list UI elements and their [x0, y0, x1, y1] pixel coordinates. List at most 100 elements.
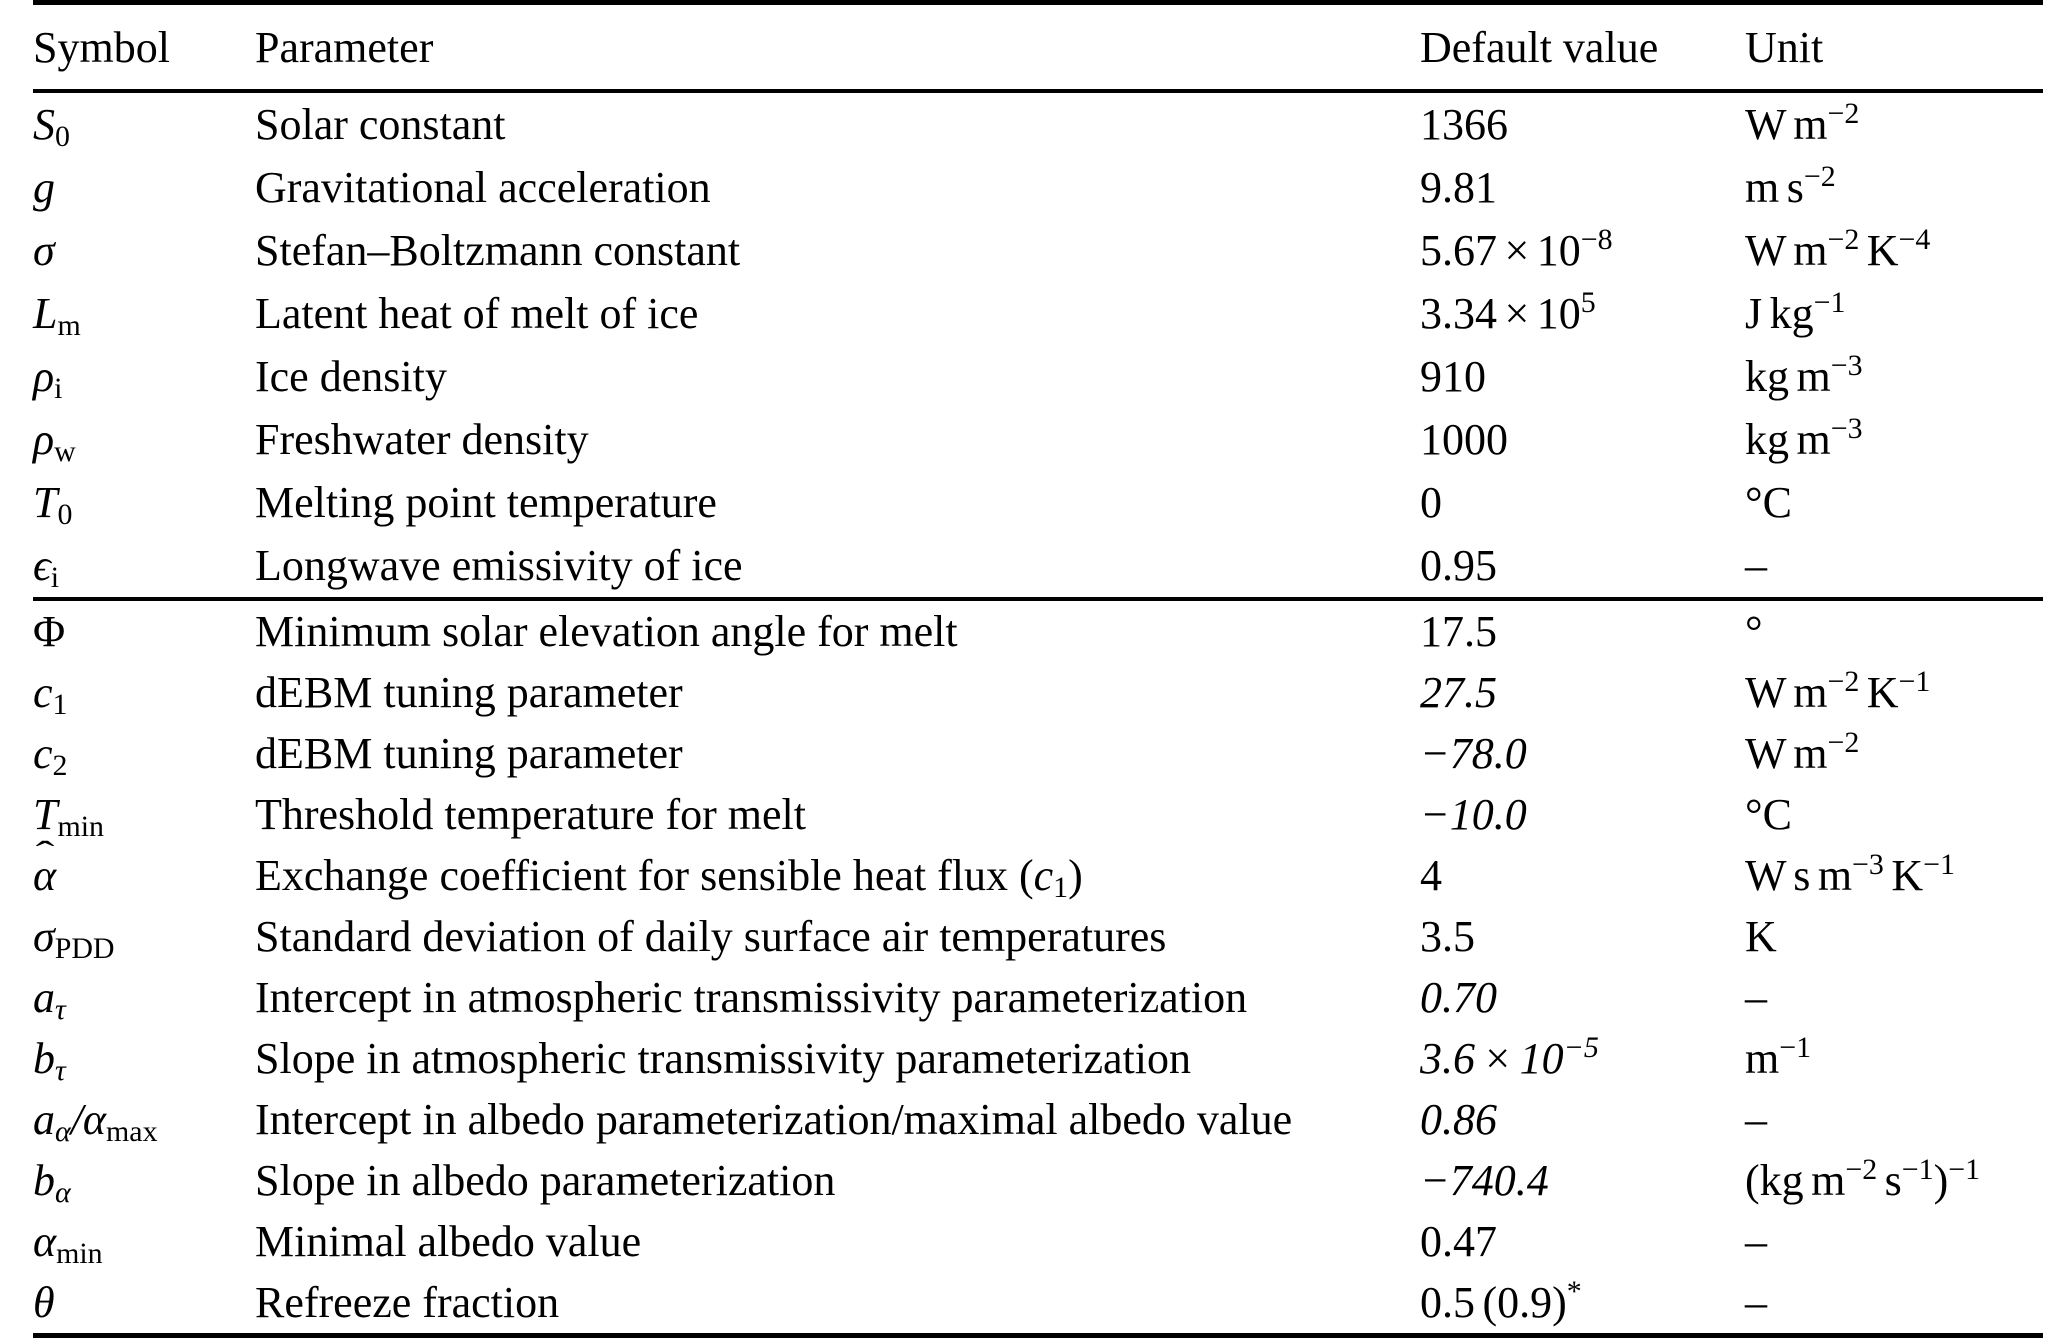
table-row: c1 dEBM tuning parameter 27.5 W m−2 K−1: [33, 662, 2043, 723]
symbol-cell: ρw: [33, 415, 76, 469]
table-row: g Gravitational acceleration 9.81 m s−2: [33, 156, 2043, 219]
default-value-cell: 3.34 × 105: [1420, 286, 1596, 338]
unit-cell: W m−2: [1745, 97, 1860, 149]
symbol-cell: σPDD: [33, 912, 115, 966]
default-value-cell: 0: [1420, 478, 1442, 527]
default-value-cell: 0.86: [1420, 1095, 1497, 1144]
table-row: T0 Melting point temperature 0 °C: [33, 471, 2043, 534]
parameter-cell: Gravitational acceleration: [255, 163, 711, 212]
unit-cell: °: [1745, 607, 1763, 656]
symbol-cell: S0: [33, 100, 70, 154]
unit-cell: K: [1745, 912, 1777, 961]
symbol-cell: c2: [33, 729, 68, 783]
default-value-cell: 1366: [1420, 100, 1508, 149]
symbol-cell: ρi: [33, 352, 63, 406]
parameter-cell: Refreeze fraction: [255, 1278, 560, 1327]
column-header-default-value: Default value: [1420, 22, 1659, 72]
symbol-cell: Φ: [33, 607, 66, 656]
parameter-cell: dEBM tuning parameter: [255, 668, 683, 717]
default-value-cell: 0.95: [1420, 541, 1497, 590]
symbol-cell: bα: [33, 1156, 71, 1210]
table-rule-header: [33, 89, 2043, 93]
default-value-cell: 0.5 (0.9)*: [1420, 1275, 1582, 1327]
default-value-cell: 0.70: [1420, 973, 1497, 1022]
table-row: θ Refreeze fraction 0.5 (0.9)* –: [33, 1272, 2043, 1333]
default-value-cell: 3.5: [1420, 912, 1475, 961]
table-row: ρw Freshwater density 1000 kg m−3: [33, 408, 2043, 471]
table-header-row: Symbol Parameter Default value Unit: [33, 5, 2043, 89]
table-row: c2 dEBM tuning parameter −78.0 W m−2: [33, 723, 2043, 784]
table-rule-top: [33, 0, 2043, 5]
default-value-cell: 9.81: [1420, 163, 1497, 212]
symbol-cell: T0: [33, 478, 73, 532]
symbol-cell: Tmin: [33, 790, 105, 844]
unit-cell: W m−2 K−4: [1745, 223, 1931, 275]
parameter-cell: Slope in atmospheric transmissivity para…: [255, 1034, 1191, 1083]
symbol-cell: Lm: [33, 289, 81, 343]
default-value-cell: 910: [1420, 352, 1486, 401]
parameter-cell: Intercept in atmospheric transmissivity …: [255, 973, 1248, 1022]
table-row: Tmin Threshold temperature for melt −10.0 °…: [33, 784, 2043, 845]
unit-cell: m s−2: [1745, 160, 1836, 212]
table-row: Φ Minimum solar elevation angle for melt 1…: [33, 601, 2043, 662]
column-header-parameter: Parameter: [255, 22, 434, 72]
table-row: α ˆ Exchange coefficient for sensible heat…: [33, 833, 2043, 906]
table-row: bτ Slope in atmospheric transmissivity pa…: [33, 1028, 2043, 1089]
default-value-cell: 4: [1420, 851, 1442, 900]
parameter-cell: Standard deviation of daily surface air …: [255, 912, 1167, 961]
unit-cell: J kg−1: [1745, 286, 1846, 338]
parameter-cell: Minimal albedo value: [255, 1217, 642, 1266]
default-value-cell: 0.47: [1420, 1217, 1497, 1266]
table-row: aτ Intercept in atmospheric transmissivit…: [33, 967, 2043, 1028]
column-header-symbol: Symbol: [33, 22, 170, 72]
table-row: bα Slope in albedo parameterization −740.4…: [33, 1150, 2043, 1211]
table-row: σPDD Standard deviation of daily surface …: [33, 906, 2043, 967]
section-2: Φ Minimum solar elevation angle for melt 1…: [33, 601, 2043, 1333]
symbol-cell: c1: [33, 668, 68, 722]
hat-accent: ˆ: [35, 833, 54, 873]
default-value-cell: −740.4: [1420, 1156, 1549, 1205]
table-row: αmin Minimal albedo value 0.47 –: [33, 1211, 2043, 1272]
parameter-cell: Melting point temperature: [255, 478, 717, 527]
parameter-cell: Longwave emissivity of ice: [255, 541, 743, 590]
unit-cell: °C: [1745, 478, 1792, 527]
default-value-cell: 17.5: [1420, 607, 1497, 656]
parameter-cell: Threshold temperature for melt: [255, 790, 807, 839]
parameter-cell: Solar constant: [255, 100, 506, 149]
default-value-cell: −78.0: [1420, 729, 1527, 778]
unit-cell: –: [1745, 1095, 1767, 1144]
default-value-cell: −10.0: [1420, 790, 1527, 839]
parameter-cell: Freshwater density: [255, 415, 589, 464]
unit-cell: W m−2 K−1: [1745, 665, 1931, 717]
default-value-cell: 27.5: [1420, 668, 1497, 717]
unit-cell: W s m−3 K−1: [1745, 848, 1955, 900]
symbol-cell: θ: [33, 1278, 55, 1327]
parameter-cell: Exchange coefficient for sensible heat f…: [255, 851, 1083, 905]
parameter-cell: Latent heat of melt of ice: [255, 289, 699, 338]
symbol-cell: aα/αmax: [33, 1095, 158, 1149]
parameter-cell: dEBM tuning parameter: [255, 729, 683, 778]
symbol-cell: bτ: [33, 1034, 66, 1088]
unit-cell: –: [1745, 541, 1767, 590]
default-value-cell: 5.67 × 10−8: [1420, 223, 1613, 275]
table-row: ρi Ice density 910 kg m−3: [33, 345, 2043, 408]
parameter-cell: Minimum solar elevation angle for melt: [255, 607, 958, 656]
unit-cell: kg m−3: [1745, 412, 1863, 464]
section-1: S0 Solar constant 1366 W m−2 g Gravitational …: [33, 93, 2043, 597]
symbol-cell: g: [33, 163, 55, 212]
parameter-cell: Ice density: [255, 352, 447, 401]
column-header-unit: Unit: [1745, 22, 1824, 72]
default-value-cell: 1000: [1420, 415, 1508, 464]
unit-cell: –: [1745, 1278, 1767, 1327]
unit-cell: –: [1745, 973, 1767, 1022]
default-value-cell: 3.6 × 10−5: [1420, 1031, 1599, 1083]
table-row: σ Stefan–Boltzmann constant 5.67 × 10−8 W m…: [33, 219, 2043, 282]
unit-cell: (kg m−2 s−1)−1: [1745, 1153, 1981, 1205]
table-rule-bottom: [33, 1333, 2043, 1338]
unit-cell: W m−2: [1745, 726, 1860, 778]
table-row: Lm Latent heat of melt of ice 3.34 × 105 J …: [33, 282, 2043, 345]
symbol-cell: σ: [33, 226, 55, 275]
parameter-cell: Stefan–Boltzmann constant: [255, 226, 741, 275]
